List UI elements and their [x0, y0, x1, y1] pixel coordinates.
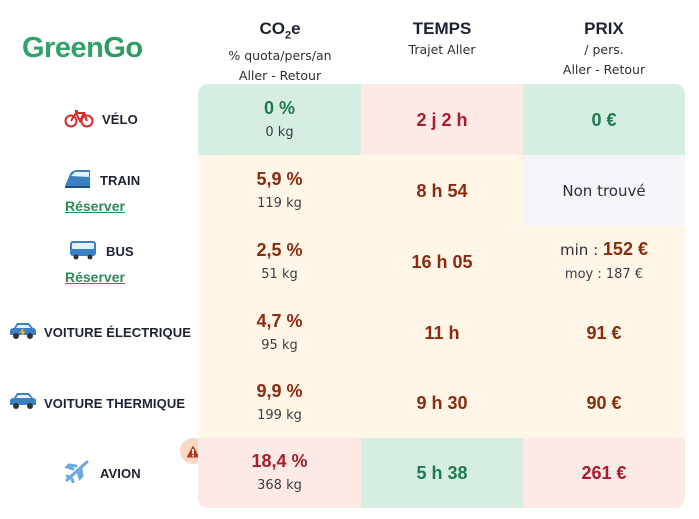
cell-co2-velo: 0 % 0 kg [198, 84, 361, 155]
co2-kg: 368 kg [257, 478, 302, 493]
temps-value: 9 h 30 [416, 393, 468, 413]
greengo-logo: GreenGo [22, 30, 201, 70]
row-label-voiture-thermique: VOITURE THERMIQUE [0, 368, 198, 438]
row-label-text: VOITURE THERMIQUE [44, 395, 186, 411]
temps-value: 16 h 05 [411, 251, 473, 272]
co2-kg: 95 kg [261, 337, 298, 353]
cell-prix-train: Non trouvé [523, 155, 685, 226]
reserve-train-link[interactable]: Réserver [65, 197, 125, 214]
prix-value: 0 € [591, 109, 617, 130]
temps-value: 5 h 38 [416, 463, 468, 483]
co2-percent: 4,7 % [256, 310, 303, 331]
cell-co2-train: 5,9 % 119 kg [198, 155, 361, 226]
co2-percent: 5,9 % [256, 168, 303, 189]
cell-co2-voiture-thermique: 9,9 % 199 kg [198, 368, 361, 438]
temps-value: 11 h [424, 322, 460, 343]
row-label-avion: AVION [0, 438, 198, 508]
cell-co2-avion: 18,4 % 368 kg [198, 438, 361, 508]
cell-prix-voiture-thermique: 90 € [523, 368, 685, 438]
co2-kg: 199 kg [257, 408, 302, 423]
cell-temps-bus: 16 h 05 [361, 226, 523, 297]
temps-value: 2 j 2 h [416, 109, 468, 130]
train-icon [62, 168, 92, 194]
row-label-velo: VÉLO [0, 84, 198, 155]
co2-percent: 0 % [263, 97, 296, 118]
cell-prix-velo: 0 € [523, 84, 685, 155]
prix-value: 90 € [586, 393, 622, 413]
column-subtitle: Trajet Aller [408, 42, 476, 57]
cell-prix-bus: min : 152 € moy : 187 € [523, 226, 685, 297]
column-subtitle: Aller - Retour [562, 62, 646, 77]
column-title-prix: PRIX [584, 19, 624, 38]
row-label-voiture-electrique: VOITURE ÉLECTRIQUE [0, 297, 198, 368]
column-header-co2: CO2e % quota/pers/an Aller - Retour [200, 18, 360, 86]
column-subtitle: Aller - Retour [238, 68, 322, 84]
prix-min: min : 152 € [560, 239, 648, 259]
prix-moy: moy : 187 € [564, 267, 644, 282]
row-label-train: TRAIN Réserver [0, 155, 198, 226]
comparison-table: 0 % 0 kg 2 j 2 h 0 € 5,9 % 119 kg 8 h 54… [198, 84, 685, 508]
co2-kg: 119 kg [257, 195, 302, 211]
column-title-co2: CO2e [259, 19, 301, 42]
prix-value: 261 € [581, 463, 627, 483]
column-subtitle: / pers. [584, 42, 624, 57]
column-subtitle: % quota/pers/an [228, 48, 332, 64]
bus-icon [68, 239, 98, 265]
airplane-icon [64, 459, 90, 487]
car-icon [8, 390, 38, 416]
cell-temps-avion: 5 h 38 [361, 438, 523, 508]
row-label-text: AVION [100, 465, 141, 481]
co2-kg: 51 kg [261, 266, 298, 282]
cell-temps-velo: 2 j 2 h [361, 84, 523, 155]
row-label-bus: BUS Réserver [0, 226, 198, 297]
column-header-prix: PRIX / pers. Aller - Retour [523, 18, 685, 80]
logo-text: GreenGo [22, 32, 143, 64]
co2-percent: 18,4 % [251, 451, 308, 471]
row-label-text: VOITURE ÉLECTRIQUE [44, 325, 191, 340]
cell-co2-voiture-electrique: 4,7 % 95 kg [198, 297, 361, 368]
cell-prix-voiture-electrique: 91 € [523, 297, 685, 368]
row-label-text: VÉLO [102, 112, 138, 127]
electric-car-icon [8, 320, 38, 346]
cell-prix-avion: 261 € [523, 438, 685, 508]
cell-temps-voiture-electrique: 11 h [361, 297, 523, 368]
column-header-temps: TEMPS Trajet Aller [362, 18, 522, 60]
row-label-text: TRAIN [100, 173, 141, 188]
cell-temps-voiture-thermique: 9 h 30 [361, 368, 523, 438]
cell-co2-bus: 2,5 % 51 kg [198, 226, 361, 297]
cell-temps-train: 8 h 54 [361, 155, 523, 226]
bicycle-icon [64, 108, 94, 132]
co2-percent: 2,5 % [256, 239, 303, 260]
reserve-bus-link[interactable]: Réserver [65, 268, 125, 285]
co2-kg: 0 kg [265, 124, 294, 140]
temps-value: 8 h 54 [416, 180, 468, 201]
prix-value: 91 € [586, 322, 622, 343]
co2-percent: 9,9 % [256, 381, 303, 401]
prix-value: Non trouvé [562, 181, 646, 200]
column-title-temps: TEMPS [412, 19, 472, 38]
row-label-text: BUS [106, 244, 134, 259]
